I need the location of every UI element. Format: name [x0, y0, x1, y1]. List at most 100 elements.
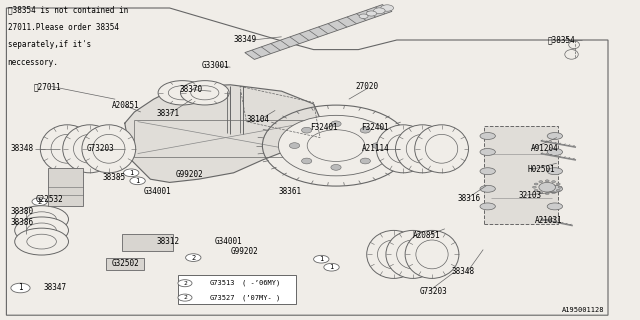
Ellipse shape	[27, 212, 56, 227]
Ellipse shape	[532, 186, 536, 188]
Circle shape	[32, 198, 47, 205]
Ellipse shape	[381, 5, 394, 11]
Text: separately,if it's: separately,if it's	[8, 40, 91, 49]
Text: ( -’06MY): ( -’06MY)	[242, 280, 280, 286]
Ellipse shape	[397, 240, 429, 269]
Text: 38348: 38348	[10, 144, 33, 153]
Circle shape	[186, 254, 201, 261]
Ellipse shape	[545, 193, 549, 195]
Ellipse shape	[539, 182, 556, 192]
Ellipse shape	[15, 217, 68, 244]
FancyBboxPatch shape	[122, 234, 173, 251]
Ellipse shape	[547, 168, 563, 175]
Ellipse shape	[168, 86, 196, 100]
Ellipse shape	[301, 158, 312, 164]
FancyBboxPatch shape	[178, 275, 296, 304]
Text: 38386: 38386	[10, 218, 33, 227]
Ellipse shape	[278, 115, 394, 176]
FancyBboxPatch shape	[106, 258, 144, 270]
Ellipse shape	[359, 14, 368, 19]
Text: 1: 1	[330, 264, 333, 270]
Polygon shape	[6, 8, 608, 315]
Ellipse shape	[93, 134, 125, 163]
Text: 38349: 38349	[234, 36, 257, 44]
Text: 2: 2	[183, 281, 187, 286]
Circle shape	[314, 255, 329, 263]
FancyBboxPatch shape	[484, 126, 558, 224]
Ellipse shape	[405, 230, 459, 278]
Ellipse shape	[366, 11, 376, 16]
Ellipse shape	[74, 134, 106, 163]
Text: G99202: G99202	[176, 170, 204, 179]
Ellipse shape	[534, 183, 538, 185]
FancyBboxPatch shape	[48, 168, 83, 206]
Ellipse shape	[27, 234, 56, 249]
Text: 2: 2	[38, 199, 42, 204]
Ellipse shape	[480, 132, 495, 140]
Ellipse shape	[331, 164, 341, 170]
Ellipse shape	[63, 125, 116, 173]
Ellipse shape	[480, 185, 495, 192]
Ellipse shape	[569, 41, 579, 49]
Text: A20851: A20851	[413, 231, 440, 240]
Text: 38104: 38104	[246, 116, 269, 124]
Text: 1: 1	[129, 170, 133, 176]
Ellipse shape	[534, 189, 538, 191]
Ellipse shape	[367, 230, 420, 278]
Circle shape	[324, 263, 339, 271]
Text: A21114: A21114	[362, 144, 389, 153]
Ellipse shape	[15, 206, 68, 233]
Text: H02501: H02501	[528, 165, 556, 174]
Text: 27020: 27020	[355, 82, 378, 91]
Ellipse shape	[51, 134, 83, 163]
Circle shape	[130, 177, 145, 185]
Ellipse shape	[539, 181, 543, 183]
Text: A195001128: A195001128	[563, 308, 605, 313]
Polygon shape	[125, 85, 320, 182]
Text: G99202: G99202	[230, 247, 258, 256]
Ellipse shape	[539, 192, 543, 194]
Ellipse shape	[158, 81, 207, 105]
Ellipse shape	[40, 125, 94, 173]
Ellipse shape	[191, 86, 219, 100]
Text: 32103: 32103	[518, 191, 541, 200]
Text: 38370: 38370	[179, 85, 202, 94]
Ellipse shape	[552, 181, 556, 183]
Ellipse shape	[480, 168, 495, 175]
Text: F32401: F32401	[362, 124, 389, 132]
Text: A20851: A20851	[112, 101, 140, 110]
Ellipse shape	[416, 240, 448, 269]
Ellipse shape	[547, 148, 563, 156]
Text: G22532: G22532	[35, 196, 63, 204]
Ellipse shape	[376, 125, 430, 173]
Ellipse shape	[27, 223, 56, 238]
Text: 38347: 38347	[44, 284, 67, 292]
Ellipse shape	[556, 189, 560, 191]
Ellipse shape	[426, 134, 458, 163]
Ellipse shape	[360, 158, 371, 164]
Text: A91204: A91204	[531, 144, 559, 153]
Text: G73527: G73527	[210, 295, 236, 300]
Ellipse shape	[387, 134, 419, 163]
Ellipse shape	[556, 183, 560, 185]
Text: G73513: G73513	[210, 280, 236, 286]
Text: 38380: 38380	[10, 207, 33, 216]
Ellipse shape	[558, 186, 562, 188]
Text: G34001: G34001	[144, 188, 172, 196]
Text: 1: 1	[18, 284, 23, 292]
Text: 38371: 38371	[157, 109, 180, 118]
Text: A21031: A21031	[534, 216, 562, 225]
Text: 38348: 38348	[451, 268, 474, 276]
Text: 2: 2	[183, 295, 187, 300]
Ellipse shape	[480, 148, 495, 156]
Text: 1: 1	[319, 256, 323, 262]
Ellipse shape	[372, 143, 383, 148]
Ellipse shape	[552, 192, 556, 194]
Ellipse shape	[396, 125, 449, 173]
Text: 38385: 38385	[102, 173, 125, 182]
Ellipse shape	[415, 125, 468, 173]
Ellipse shape	[360, 127, 371, 133]
Text: ‸38354: ‸38354	[547, 36, 575, 44]
Ellipse shape	[547, 203, 563, 210]
Text: 1: 1	[136, 178, 140, 184]
